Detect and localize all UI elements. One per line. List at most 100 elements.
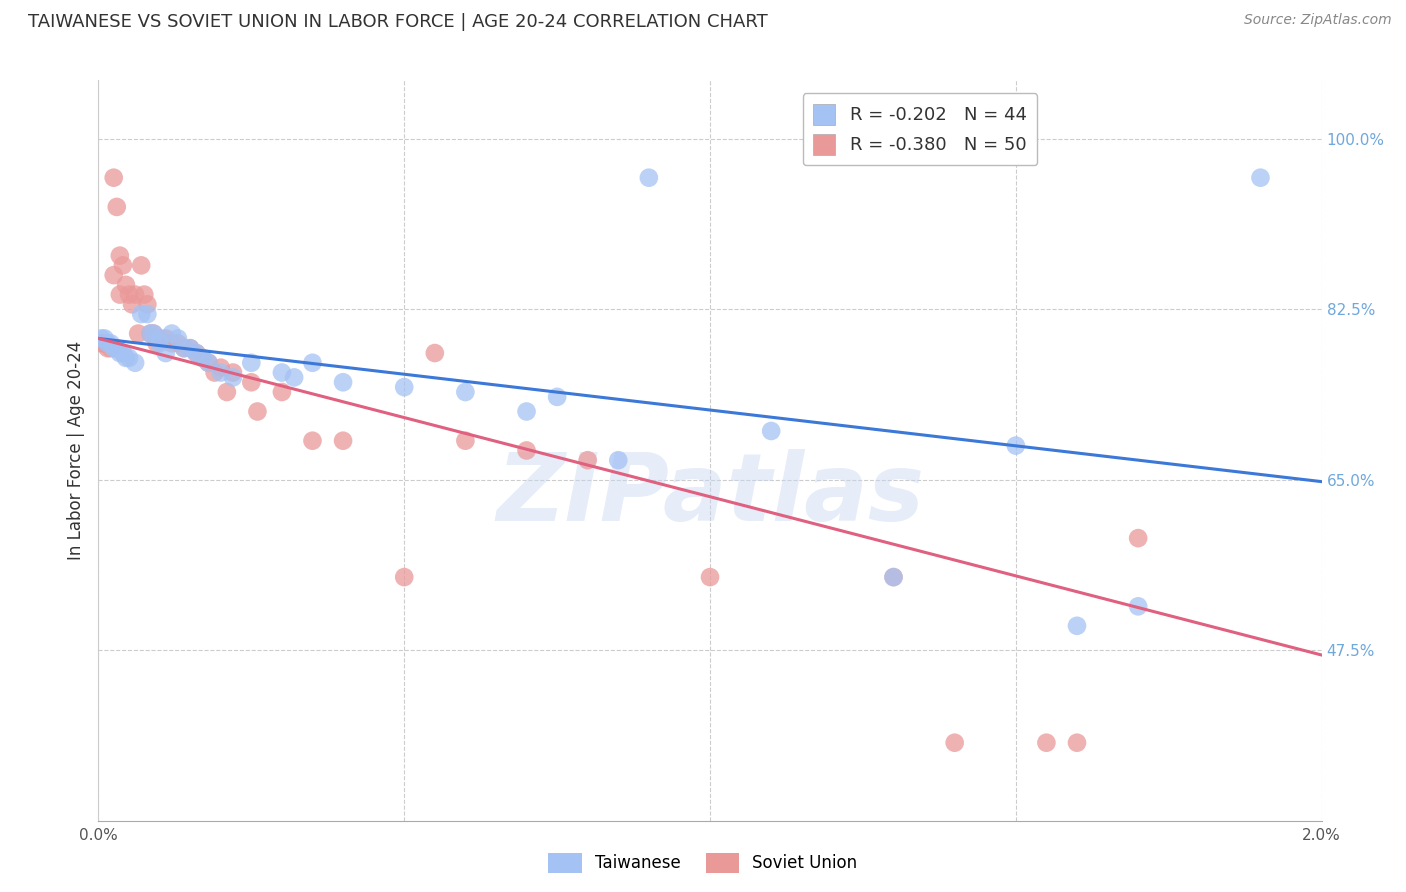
Point (607, 453, 630, 467)
Point (516, 404, 538, 418)
Point (699, 570, 721, 584)
Point (134, 287, 156, 301)
Point (173, 341, 195, 355)
Point (129, 307, 152, 321)
Point (576, 453, 599, 467)
Point (136, 297, 159, 311)
Point (160, 326, 183, 341)
Point (423, 346, 446, 360)
Point (142, 326, 165, 341)
Point (209, 360, 232, 375)
Point (103, 341, 125, 355)
Point (97, 341, 120, 355)
Point (124, 287, 146, 301)
Point (108, 287, 131, 301)
Point (121, 297, 143, 311)
Point (454, 384, 477, 399)
Point (1035, 736, 1057, 750)
Point (1066, 619, 1088, 633)
Point (332, 434, 354, 448)
Point (516, 443, 538, 458)
Y-axis label: In Labor Force | Age 20-24: In Labor Force | Age 20-24 (67, 341, 86, 560)
Point (155, 346, 177, 360)
Point (883, 570, 905, 584)
Point (637, 170, 661, 185)
Point (129, 259, 152, 273)
Point (1004, 439, 1026, 453)
Point (283, 370, 305, 384)
Point (149, 331, 172, 345)
Point (186, 346, 208, 360)
Point (111, 346, 134, 360)
Point (215, 384, 238, 399)
Point (240, 376, 263, 390)
Point (93, 336, 115, 351)
Point (1249, 170, 1271, 185)
Point (111, 259, 134, 273)
Point (186, 346, 208, 360)
Point (105, 341, 128, 355)
Point (301, 434, 323, 448)
Point (270, 384, 294, 399)
Point (118, 287, 141, 301)
Point (124, 356, 146, 370)
Point (103, 170, 125, 185)
Point (197, 356, 219, 370)
Point (155, 331, 177, 345)
Legend: R = -0.202   N = 44, R = -0.380   N = 50: R = -0.202 N = 44, R = -0.380 N = 50 (803, 93, 1038, 165)
Text: ZIPatlas: ZIPatlas (496, 449, 924, 541)
Point (108, 346, 131, 360)
Point (1128, 531, 1150, 545)
Point (108, 249, 131, 263)
Point (103, 268, 125, 282)
Text: Source: ZipAtlas.com: Source: ZipAtlas.com (1244, 13, 1392, 28)
Point (191, 351, 214, 365)
Point (100, 341, 122, 355)
Point (139, 326, 162, 341)
Point (118, 351, 141, 365)
Point (100, 336, 122, 351)
Text: TAIWANESE VS SOVIET UNION IN LABOR FORCE | AGE 20-24 CORRELATION CHART: TAIWANESE VS SOVIET UNION IN LABOR FORCE… (28, 13, 768, 31)
Point (301, 356, 323, 370)
Point (759, 424, 782, 438)
Point (127, 326, 149, 341)
Point (222, 366, 245, 380)
Point (209, 366, 232, 380)
Point (222, 370, 245, 384)
Point (105, 200, 128, 214)
Point (240, 356, 263, 370)
Point (93, 331, 115, 345)
Point (145, 336, 167, 351)
Point (167, 331, 190, 345)
Point (270, 366, 294, 380)
Point (149, 331, 172, 345)
Point (197, 356, 219, 370)
Point (167, 336, 190, 351)
Point (160, 336, 183, 351)
Point (179, 341, 201, 355)
Point (97, 336, 120, 351)
Point (115, 351, 138, 365)
Point (943, 736, 966, 750)
Point (191, 351, 214, 365)
Point (1128, 599, 1150, 614)
Point (149, 336, 172, 351)
Point (90, 331, 112, 345)
Point (454, 434, 477, 448)
Point (1066, 736, 1088, 750)
Point (179, 341, 201, 355)
Point (142, 326, 165, 341)
Point (115, 277, 138, 292)
Point (136, 307, 159, 321)
Point (90, 336, 112, 351)
Point (173, 341, 195, 355)
Point (883, 570, 905, 584)
Point (392, 570, 416, 584)
Point (204, 366, 226, 380)
Point (246, 404, 269, 418)
Point (139, 326, 162, 341)
Point (392, 380, 416, 394)
Legend: Taiwanese, Soviet Union: Taiwanese, Soviet Union (541, 847, 865, 880)
Point (332, 376, 354, 390)
Point (546, 390, 568, 404)
